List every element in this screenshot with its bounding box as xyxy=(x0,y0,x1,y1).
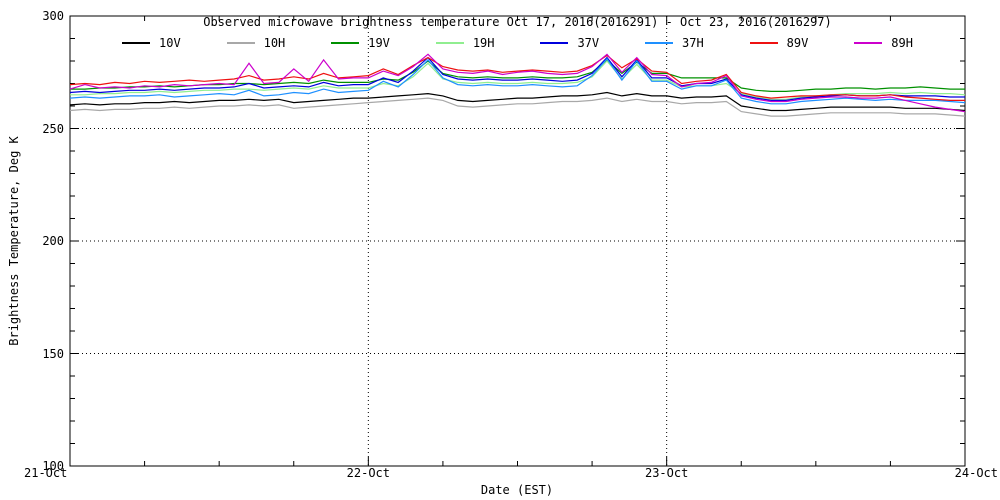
legend-line-swatch-89h xyxy=(854,42,883,44)
legend-label: 19V xyxy=(368,36,390,50)
series-line-10v xyxy=(69,91,966,112)
y-tick-label: 100 xyxy=(42,459,64,473)
legend-line-swatch-10h xyxy=(226,42,255,44)
x-tick-label: 22-Oct xyxy=(346,466,391,480)
series-line-37h xyxy=(69,57,966,105)
series-line-89v xyxy=(69,54,965,102)
legend-item-37h: 37H xyxy=(645,36,704,50)
legend-item-19h: 19H xyxy=(435,36,495,50)
chart-title: Observed microwave brightness temperatur… xyxy=(203,15,832,29)
legend-item-10h: 10H xyxy=(226,36,286,50)
legend-line-swatch-37v xyxy=(540,42,569,44)
legend-label: 10H xyxy=(263,36,286,50)
x-tick-label: 21-Oct xyxy=(24,466,68,480)
x-tick-label: 24-Oct xyxy=(954,466,998,480)
legend-label: 10V xyxy=(159,36,181,50)
legend-line-swatch-19h xyxy=(435,42,464,44)
legend-line-swatch-37h xyxy=(645,42,674,44)
legend-line-swatch-19v xyxy=(331,42,360,44)
y-tick-label: 300 xyxy=(42,9,64,23)
series-line-89h xyxy=(69,53,966,113)
legend-label: 37V xyxy=(577,36,600,50)
series-line-19v xyxy=(70,59,965,93)
series-line-37v xyxy=(69,56,965,102)
x-tick-label: 23-Oct xyxy=(644,466,689,480)
y-tick-label: 150 xyxy=(42,346,64,361)
legend-item-19v: 19V xyxy=(331,36,390,50)
legend: 10V 10H 19V 19H 37V 37H 89V 89H xyxy=(70,36,965,50)
series-line-10h xyxy=(69,97,966,117)
legend-item-89v: 89V xyxy=(749,36,809,50)
legend-label: 89H xyxy=(891,36,913,50)
y-tick-label: 200 xyxy=(42,234,64,248)
legend-label: 19H xyxy=(472,36,495,50)
legend-label: 89V xyxy=(786,36,809,50)
legend-item-37v: 37V xyxy=(540,36,599,50)
x-axis-title: Date (EST) xyxy=(480,483,554,497)
legend-item-89h: 89H xyxy=(854,36,913,50)
legend-line-swatch-89v xyxy=(749,42,778,44)
legend-label: 37H xyxy=(682,36,704,50)
legend-line-swatch-10v xyxy=(122,42,150,44)
legend-item-10v: 10V xyxy=(122,36,181,50)
y-tick-label: 250 xyxy=(42,121,64,136)
